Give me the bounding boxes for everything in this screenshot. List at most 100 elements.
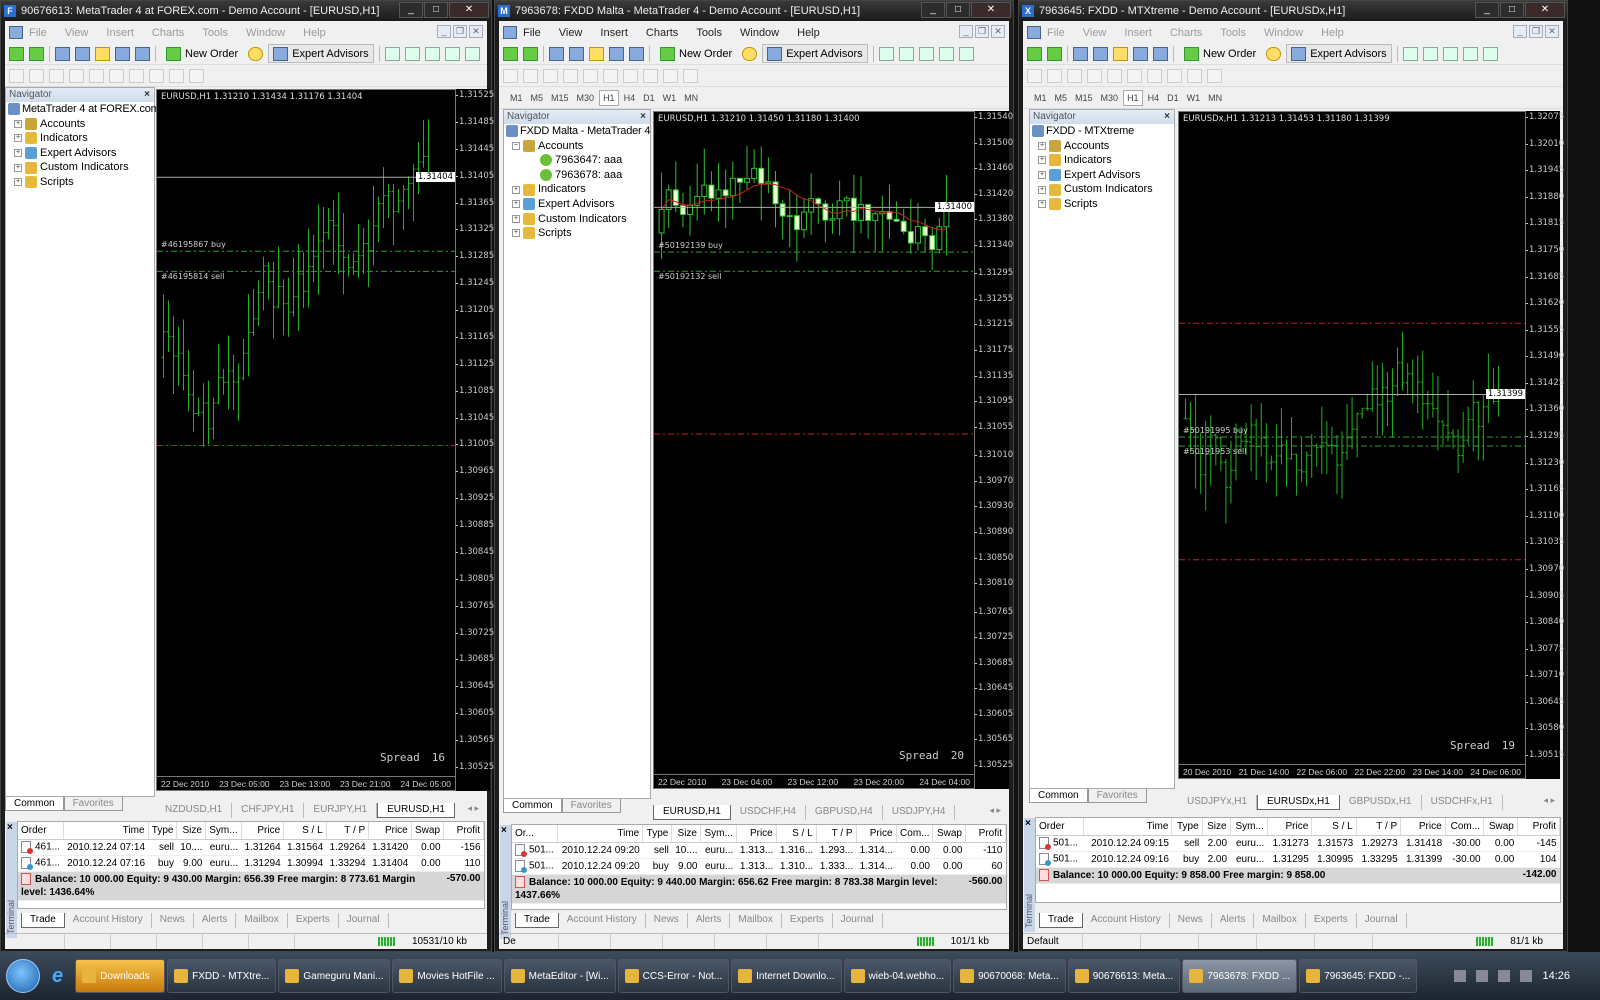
strategy-tester-icon[interactable] [135, 46, 150, 61]
table-row[interactable]: 501... 2010.12.24 09:16 buy 2.00 euru... 1.31… [1036, 851, 1560, 868]
timeframe-m15[interactable]: M15 [1075, 92, 1093, 103]
navigator-root[interactable]: MetaTrader 4 at FOREX.com [6, 102, 160, 117]
text-icon[interactable] [643, 68, 658, 83]
terminal-tab-experts[interactable]: Experts [1306, 913, 1357, 928]
navigator-item-accounts[interactable]: + Accounts [1030, 139, 1174, 154]
price-chart[interactable]: EURUSD,H1 1.31210 1.31450 1.31180 1.3140… [653, 111, 975, 789]
chart-tab[interactable]: EURUSDx,H1 [1257, 795, 1340, 810]
column-header[interactable]: S / L [283, 822, 327, 840]
expert-advisors-button[interactable]: Expert Advisors [268, 44, 374, 63]
chart-tab[interactable]: USDJPYx,H1 [1178, 795, 1258, 810]
column-header[interactable]: Size [1202, 818, 1231, 836]
chart-tab[interactable]: EURUSD,H1 [653, 805, 731, 820]
terminal-close-button[interactable]: × [501, 825, 507, 836]
navigator-item-scripts[interactable]: + Scripts [504, 226, 650, 241]
expand-icon[interactable]: + [14, 178, 22, 187]
text-label-icon[interactable] [169, 68, 184, 83]
navigator-item-custom-indicators[interactable]: + Custom Indicators [504, 212, 650, 227]
table-row[interactable]: 461... 2010.12.24 07:14 sell 10.... euru... 1… [18, 839, 484, 856]
navigator-account[interactable]: 7963678: aaa [504, 168, 650, 183]
menu-file[interactable]: File [523, 27, 541, 39]
new-order-button[interactable]: New Order [161, 44, 243, 63]
action-center-icon[interactable] [1476, 970, 1489, 982]
terminal-close-button[interactable]: × [1025, 818, 1031, 829]
timeframe-w1[interactable]: W1 [1186, 92, 1201, 103]
timeframe-h1[interactable]: H1 [599, 89, 619, 106]
vertical-line-icon[interactable] [49, 68, 64, 83]
terminal-tab-alerts[interactable]: Alerts [688, 913, 731, 928]
chart-tab[interactable]: USDCHF,H4 [731, 805, 806, 820]
close-button[interactable]: ✕ [1525, 2, 1565, 18]
market-watch-icon[interactable] [1073, 46, 1088, 61]
navigator-tab-common[interactable]: Common [1029, 789, 1088, 803]
column-header[interactable]: Type [148, 822, 178, 840]
timeframe-w1[interactable]: W1 [662, 92, 677, 103]
timeframe-d1[interactable]: D1 [1167, 92, 1179, 103]
line-chart-icon[interactable] [918, 46, 934, 61]
vertical-line-icon[interactable] [543, 68, 558, 83]
navigator-item-accounts[interactable]: − Accounts [504, 139, 650, 154]
app-menu-icon[interactable] [503, 26, 517, 39]
vertical-line-icon[interactable] [1067, 68, 1082, 83]
expand-icon[interactable]: + [512, 185, 520, 194]
mdi-restore-button[interactable]: ❐ [453, 25, 467, 38]
column-header[interactable]: Price [856, 825, 897, 843]
terminal-tab-news[interactable]: News [1170, 913, 1212, 928]
arrows-icon[interactable] [1207, 68, 1222, 83]
expand-icon[interactable]: + [14, 163, 22, 172]
terminal-tab-mailbox[interactable]: Mailbox [730, 913, 782, 928]
menu-tools[interactable]: Tools [202, 27, 228, 39]
expert-advisors-button[interactable]: Expert Advisors [1286, 44, 1392, 63]
navigator-tab-favorites[interactable]: Favorites [561, 799, 621, 813]
navigator-item-expert-advisors[interactable]: + Expert Advisors [504, 197, 650, 212]
column-header[interactable]: T / P [1356, 818, 1402, 836]
chart-tab[interactable]: USDJPY,H4 [883, 805, 956, 820]
column-header[interactable]: Price [241, 822, 285, 840]
arrows-icon[interactable] [189, 68, 204, 83]
data-window-icon[interactable] [569, 46, 584, 61]
mt4-window[interactable]: M 7963678: FXDD Malta - MetaTrader 4 - De… [494, 0, 1014, 952]
column-header[interactable]: Com... [896, 825, 934, 843]
terminal-icon[interactable] [609, 46, 624, 61]
navigator-item-expert-advisors[interactable]: + Expert Advisors [1030, 168, 1174, 183]
column-header[interactable]: Or... [512, 825, 559, 843]
terminal-tab-mailbox[interactable]: Mailbox [1254, 913, 1306, 928]
expand-icon[interactable]: + [14, 149, 22, 158]
menu-view[interactable]: View [558, 27, 583, 39]
fibonacci-icon[interactable] [129, 68, 144, 83]
column-header[interactable]: Price [1267, 818, 1313, 836]
navigator-icon[interactable] [95, 46, 110, 61]
expand-icon[interactable]: + [1038, 200, 1046, 209]
column-header[interactable]: Swap [932, 825, 966, 843]
minimize-button[interactable]: _ [921, 2, 945, 18]
menu-view[interactable]: View [64, 27, 89, 39]
profiles-icon[interactable] [29, 46, 44, 61]
column-header[interactable]: Profit [965, 825, 1007, 843]
navigator-icon[interactable] [1113, 46, 1128, 61]
chart-tabs-scroll-icon[interactable]: ◂ ▸ [1543, 795, 1555, 805]
menu-insert[interactable]: Insert [1124, 27, 1152, 39]
bar-chart-icon[interactable] [878, 46, 894, 61]
new-chart-icon[interactable] [9, 46, 24, 61]
chart-tab[interactable]: EURJPY,H1 [304, 803, 378, 818]
data-window-icon[interactable] [1093, 46, 1108, 61]
expand-icon[interactable]: + [1038, 171, 1046, 180]
menu-tools[interactable]: Tools [1220, 27, 1246, 39]
column-header[interactable]: Type [1171, 818, 1203, 836]
market-watch-icon[interactable] [549, 46, 564, 61]
taskbar-item[interactable]: 90670068: Meta... [953, 959, 1066, 993]
column-header[interactable]: Time [557, 825, 644, 843]
menu-view[interactable]: View [1082, 27, 1107, 39]
mdi-close-button[interactable]: ✕ [469, 25, 483, 38]
trendline-icon[interactable] [1107, 68, 1122, 83]
text-label-icon[interactable] [1187, 68, 1202, 83]
expand-icon[interactable]: + [14, 134, 22, 143]
price-chart[interactable]: EURUSDx,H1 1.31213 1.31453 1.31180 1.313… [1178, 111, 1526, 779]
column-header[interactable]: Price [1400, 818, 1446, 836]
price-axis[interactable]: 1.31540 1.31500 1.31460 1.31420 1.31380 1.313… [974, 111, 1013, 789]
terminal-icon[interactable] [115, 46, 130, 61]
timeframe-h4[interactable]: H4 [623, 92, 636, 103]
navigator-close-button[interactable]: × [144, 89, 150, 100]
navigator-account[interactable]: 7963647: aaa [504, 153, 650, 168]
taskbar-item[interactable]: wieb-04.webho... [843, 959, 952, 993]
